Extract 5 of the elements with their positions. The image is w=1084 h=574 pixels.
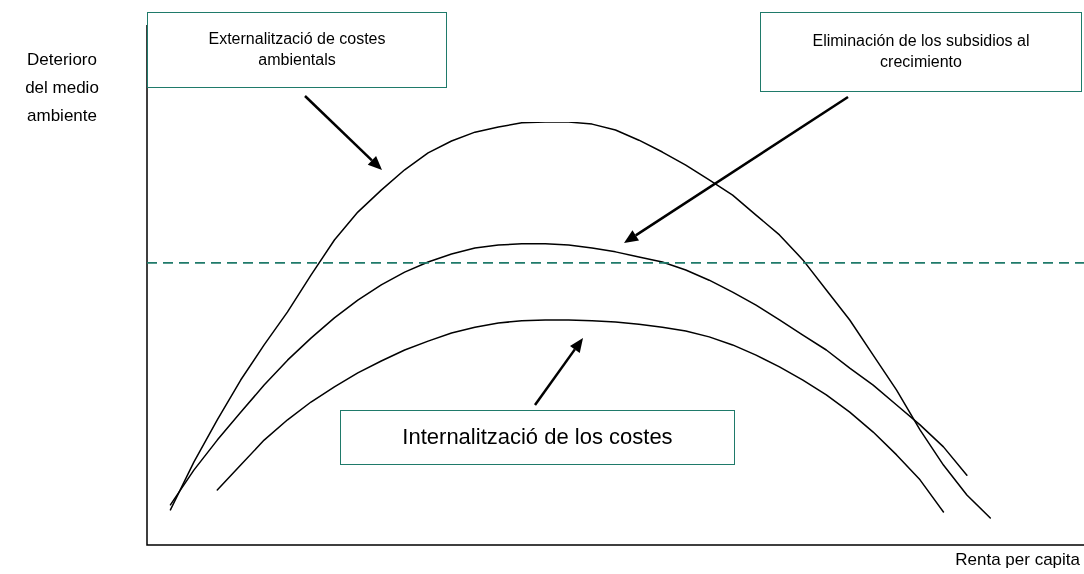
y-axis-title: Deterioro del medio ambiente <box>24 49 100 127</box>
note-box: Internalització de los costes <box>340 410 735 465</box>
x-axis-title: Renta per capita <box>955 550 1080 570</box>
note-box: Externalització de costes ambientals <box>147 12 447 88</box>
note-box: Eliminación de los subsidios al crecimiento <box>760 12 1082 92</box>
